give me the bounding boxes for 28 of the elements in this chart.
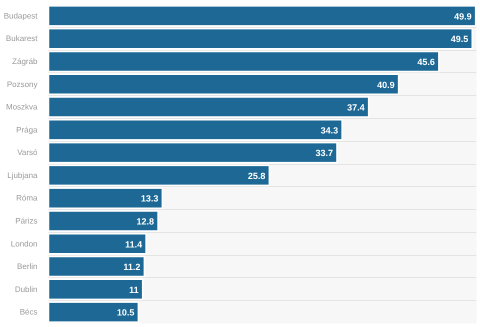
data-label: 45.6 [417, 56, 435, 67]
y-tick-label: Bukarest [6, 34, 38, 44]
y-tick-label: Róma [16, 194, 38, 203]
data-label: 25.8 [248, 170, 266, 181]
y-tick-label: Berlin [17, 262, 38, 272]
y-tick-label: Ljubjana [7, 170, 38, 180]
data-label: 11.2 [123, 262, 140, 272]
data-label: 10.5 [116, 308, 134, 318]
data-label: 13.3 [140, 194, 158, 204]
y-tick-label: Párizs [15, 216, 38, 226]
data-label: 37.4 [347, 102, 365, 113]
y-tick-label: Moszkva [6, 102, 38, 112]
y-tick-label: Dublin [14, 284, 38, 294]
data-label: 34.3 [320, 125, 338, 136]
data-label: 12.8 [136, 216, 154, 226]
y-tick-label: Bécs [20, 308, 38, 317]
data-label: 11 [129, 284, 139, 295]
y-tick-label: Varsó [17, 148, 38, 158]
y-tick-label: Budapest [4, 11, 38, 20]
data-label: 33.7 [315, 148, 333, 158]
data-label: 11.4 [125, 239, 142, 250]
y-tick-label: Pozsony [6, 80, 38, 89]
data-label: 49.9 [454, 11, 472, 22]
data-label: 40.9 [377, 80, 395, 90]
data-label: 49.5 [450, 34, 468, 44]
y-tick-label: London [10, 239, 38, 248]
y-tick-label: Prága [16, 125, 38, 134]
y-tick-label: Zágráb [12, 56, 38, 66]
